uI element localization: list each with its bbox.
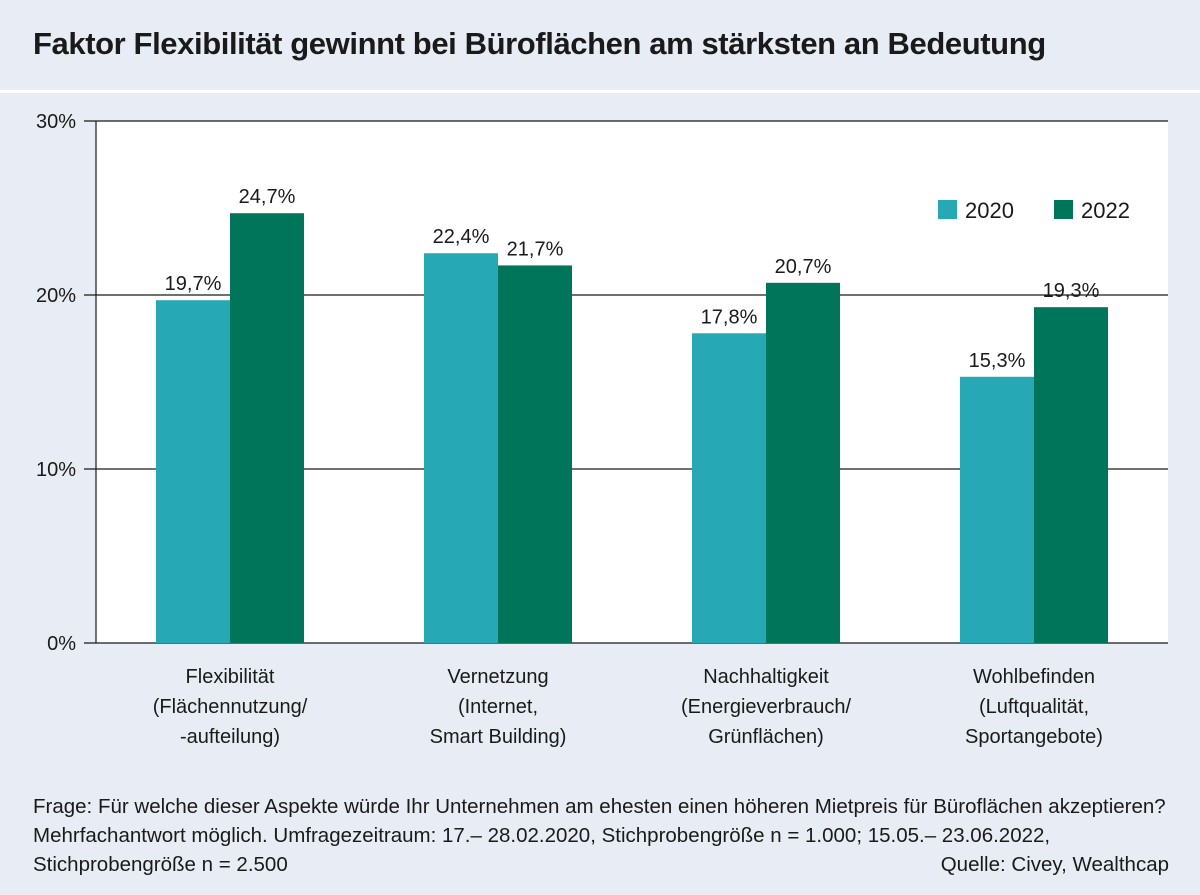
bar-2022 <box>498 265 572 643</box>
x-category-label: -aufteilung) <box>180 726 280 748</box>
bar-2020 <box>960 376 1034 643</box>
data-labels: 19,7% 24,7% 22,4% 21,7% 17,8% 20,7% 15,3% 19,3% <box>165 186 1100 372</box>
bar-2020 <box>692 333 766 643</box>
x-axis-labels: Flexibilität (Flächennutzung/ -aufteilung)… <box>153 666 1103 748</box>
y-axis-ticks: 0% 10% 20% 30% <box>36 111 76 655</box>
legend: 2020 2022 <box>938 198 1130 223</box>
x-category-label: Vernetzung <box>447 666 548 688</box>
y-tick-label: 10% <box>36 459 76 481</box>
bar-2022 <box>1034 307 1108 643</box>
bar-2022 <box>230 213 304 643</box>
y-tick-label: 0% <box>47 633 76 655</box>
y-tick-label: 30% <box>36 111 76 133</box>
x-category-label: Wohlbefinden <box>973 666 1095 688</box>
title-divider <box>0 90 1200 93</box>
footnote: Frage: Für welche dieser Aspekte würde I… <box>33 792 1169 879</box>
data-label-2022: 19,3% <box>1043 280 1100 302</box>
x-category-label: (Energieverbrauch/ <box>681 696 852 718</box>
legend-swatch-2022 <box>1054 200 1073 219</box>
legend-label-2020: 2020 <box>965 198 1014 223</box>
bars <box>156 213 1108 644</box>
x-category-label: (Flächennutzung/ <box>153 696 308 718</box>
x-category-label: Grünflächen) <box>708 726 824 748</box>
data-label-2022: 24,7% <box>239 186 296 208</box>
x-category-label: Nachhaltigkeit <box>703 666 829 688</box>
bar-2020 <box>424 253 498 644</box>
x-category-label: Flexibilität <box>186 666 275 688</box>
data-label-2020: 19,7% <box>165 273 222 295</box>
chart-title: Faktor Flexibilität gewinnt bei Bürofläc… <box>33 26 1046 61</box>
data-label-2020: 17,8% <box>701 306 758 328</box>
footnote-text: Frage: Für welche dieser Aspekte würde I… <box>33 795 1166 876</box>
source-note: Quelle: Civey, Wealthcap <box>940 853 1169 876</box>
data-label-2020: 22,4% <box>433 226 490 248</box>
bar-2022 <box>766 282 840 643</box>
x-category-label: Smart Building) <box>430 726 567 748</box>
data-label-2020: 15,3% <box>969 350 1026 372</box>
bar-2020 <box>156 300 230 643</box>
bar-chart: 0% 10% 20% 30% 19,7% 24,7% 22,4% 21,7% 17,8% 20,… <box>36 111 1168 748</box>
legend-swatch-2020 <box>938 200 957 219</box>
x-category-label: (Internet, <box>458 696 538 718</box>
y-tick-label: 20% <box>36 285 76 307</box>
x-category-label: (Luftqualität, <box>979 696 1089 718</box>
data-label-2022: 21,7% <box>507 238 564 260</box>
x-category-label: Sportangebote) <box>965 726 1103 748</box>
data-label-2022: 20,7% <box>775 256 832 278</box>
legend-label-2022: 2022 <box>1081 198 1130 223</box>
